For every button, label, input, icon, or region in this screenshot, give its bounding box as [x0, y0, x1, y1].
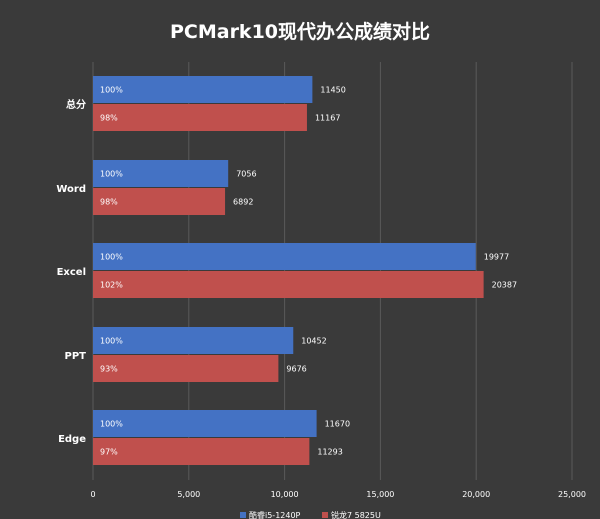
- bar-value-label: 11167: [315, 114, 340, 123]
- bar: [93, 243, 476, 270]
- bar-percent-label: 97%: [100, 448, 118, 457]
- bar-percent-label: 98%: [100, 114, 118, 123]
- legend: 酷睿i5-1240P 锐龙7 5825U: [240, 510, 381, 519]
- x-tick-label: 20,000: [462, 490, 490, 499]
- category-label: Edge: [58, 434, 86, 445]
- legend-label: 酷睿i5-1240P: [249, 510, 301, 519]
- bar: [93, 271, 484, 298]
- x-tick-label: 0: [90, 490, 95, 499]
- bar-percent-label: 100%: [100, 170, 123, 179]
- bar-value-label: 11293: [317, 448, 342, 457]
- legend-swatch: [240, 512, 246, 518]
- x-tick-label: 15,000: [366, 490, 394, 499]
- bar: [93, 188, 226, 215]
- bar-value-label: 9676: [286, 365, 306, 374]
- labels: 总分 100% 11450 98% 11167 Word 100% 7056 98% 6892 Ex…: [56, 86, 517, 457]
- bar-value-label: 10452: [301, 337, 326, 346]
- category-label: PPT: [65, 351, 87, 362]
- bars: [93, 76, 484, 465]
- bar: [93, 355, 279, 382]
- bar-value-label: 11670: [325, 420, 350, 429]
- bar-value-label: 6892: [233, 198, 253, 207]
- bar: [93, 410, 317, 437]
- x-tick-label: 5,000: [177, 490, 200, 499]
- bar-percent-label: 93%: [100, 365, 118, 374]
- legend-swatch: [322, 512, 328, 518]
- bar-value-label: 19977: [484, 253, 509, 262]
- bar-percent-label: 100%: [100, 337, 123, 346]
- bar-percent-label: 100%: [100, 86, 123, 95]
- bar: [93, 76, 313, 103]
- bar: [93, 104, 307, 131]
- bar: [93, 160, 229, 187]
- bar-percent-label: 100%: [100, 253, 123, 262]
- bar: [93, 438, 310, 465]
- chart-title: PCMark10现代办公成绩对比: [170, 20, 430, 43]
- bar-value-label: 7056: [236, 170, 256, 179]
- category-label: 总分: [66, 98, 86, 111]
- legend-label: 锐龙7 5825U: [331, 510, 381, 519]
- bar-percent-label: 100%: [100, 420, 123, 429]
- bar-value-label: 20387: [492, 281, 517, 290]
- bar-percent-label: 98%: [100, 198, 118, 207]
- x-tick-label: 10,000: [271, 490, 299, 499]
- x-tick-label: 25,000: [558, 490, 586, 499]
- x-axis: 0 5,000 10,000 15,000 20,000 25,000: [90, 490, 586, 499]
- category-label: Word: [56, 184, 86, 195]
- bar-value-label: 11450: [320, 86, 345, 95]
- bar-percent-label: 102%: [100, 281, 123, 290]
- bar: [93, 327, 294, 354]
- category-label: Excel: [57, 267, 86, 278]
